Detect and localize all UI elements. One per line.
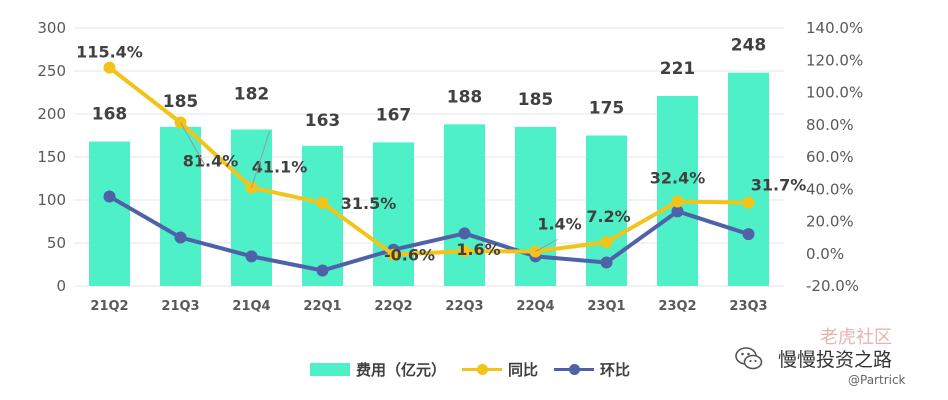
yoy-value-label: 81.4% bbox=[183, 151, 239, 170]
bar-value-label: 185 bbox=[518, 90, 554, 110]
data-point bbox=[742, 228, 755, 241]
yoy-value-label: 1.6% bbox=[456, 240, 500, 259]
data-point bbox=[458, 227, 471, 240]
data-point bbox=[103, 61, 116, 74]
bar-value-label: 221 bbox=[660, 59, 696, 79]
yoy-value-label: 41.1% bbox=[252, 157, 308, 176]
bar bbox=[302, 145, 343, 286]
bar-value-label: 175 bbox=[589, 99, 625, 119]
bar-value-label: 182 bbox=[234, 84, 270, 104]
y-left-tick-label: 250 bbox=[37, 62, 66, 80]
watermark-account-name: 慢慢投资之路 bbox=[778, 349, 893, 371]
series-line bbox=[108, 194, 750, 273]
y-right-tick-label: 80.0% bbox=[806, 116, 854, 134]
line-series bbox=[103, 61, 755, 277]
legend-label-cost: 费用（亿元） bbox=[356, 360, 447, 379]
leader-line bbox=[180, 122, 205, 165]
legend-item-yoy: 同比 bbox=[462, 359, 538, 380]
bar-value-label: 188 bbox=[447, 87, 483, 107]
y-left-tick-label: 200 bbox=[37, 105, 66, 123]
series-line bbox=[108, 66, 749, 257]
y-right-tick-label: 0.0% bbox=[806, 245, 844, 263]
y-right-tick-label: 140.0% bbox=[806, 19, 863, 37]
bar bbox=[657, 95, 698, 286]
y-right-tick-label: 120.0% bbox=[806, 51, 863, 69]
x-tick-label: 23Q1 bbox=[587, 299, 625, 314]
legend-label-qoq: 环比 bbox=[600, 360, 631, 379]
bar-value-label: 168 bbox=[92, 105, 128, 125]
data-point bbox=[245, 250, 258, 263]
yoy-value-label: 31.5% bbox=[341, 194, 397, 213]
yoy-value-label: 31.7% bbox=[751, 176, 807, 195]
bar bbox=[89, 141, 130, 286]
data-point bbox=[174, 231, 187, 244]
x-tick-label: 21Q3 bbox=[161, 299, 199, 314]
data-point bbox=[600, 256, 613, 269]
y-right-tick-label: 100.0% bbox=[806, 84, 863, 102]
data-point bbox=[103, 190, 116, 203]
x-tick-label: 22Q4 bbox=[516, 299, 554, 314]
yoy-value-label: 7.2% bbox=[586, 207, 630, 226]
legend-item-cost: 费用（亿元） bbox=[310, 359, 446, 380]
bar-value-label: 185 bbox=[163, 92, 199, 112]
y-right-tick-label: 60.0% bbox=[806, 148, 854, 166]
data-point bbox=[174, 116, 187, 129]
legend-swatch-qoq bbox=[554, 363, 595, 376]
bar-value-label: 163 bbox=[305, 111, 341, 131]
wechat-icon bbox=[735, 347, 763, 370]
leader-line bbox=[251, 131, 270, 188]
bar-value-label: 167 bbox=[376, 105, 412, 125]
data-labels: 168 185 182 163 167 188 185 175 221 248 115.4% 81.4… bbox=[76, 36, 806, 265]
data-point bbox=[671, 195, 684, 208]
data-point bbox=[458, 245, 471, 258]
bar bbox=[728, 72, 769, 286]
x-tick-label: 22Q1 bbox=[303, 299, 341, 314]
legend-label-yoy: 同比 bbox=[508, 360, 539, 379]
data-point bbox=[742, 196, 755, 209]
yoy-value-label: 115.4% bbox=[76, 43, 143, 62]
y-right-tick-label: -20.0% bbox=[806, 277, 859, 295]
legend-item-qoq: 环比 bbox=[554, 359, 630, 380]
yoy-value-label: -0.6% bbox=[384, 246, 435, 265]
legend: 费用（亿元） 同比 环比 bbox=[310, 358, 630, 380]
x-tick-label: 23Q3 bbox=[729, 299, 767, 314]
bar bbox=[444, 124, 485, 286]
data-point bbox=[671, 205, 684, 218]
y-left-tick-label: 300 bbox=[37, 19, 66, 37]
bar-value-label: 248 bbox=[731, 36, 767, 56]
data-point bbox=[387, 248, 400, 261]
y-left-tick-label: 50 bbox=[47, 234, 66, 252]
watermark-faint-text: 老虎社区 bbox=[820, 327, 892, 348]
watermark-handle: @Partrick bbox=[848, 373, 906, 387]
y-right-tick-label: 20.0% bbox=[806, 213, 854, 231]
x-tick-label: 21Q4 bbox=[232, 299, 270, 314]
x-tick-label: 22Q2 bbox=[374, 299, 412, 314]
y-left-tick-label: 0 bbox=[56, 277, 66, 295]
legend-swatch-cost bbox=[310, 362, 350, 376]
x-tick-label: 22Q3 bbox=[445, 299, 483, 314]
leader-line bbox=[535, 239, 558, 252]
yoy-value-label: 1.4% bbox=[537, 214, 581, 233]
y-left-tick-label: 100 bbox=[37, 191, 66, 209]
x-tick-label: 23Q2 bbox=[658, 299, 696, 314]
legend-swatch-yoy bbox=[462, 363, 503, 376]
y-left-tick-label: 150 bbox=[37, 148, 66, 166]
bar bbox=[160, 126, 201, 287]
data-point bbox=[600, 236, 613, 249]
data-point bbox=[316, 196, 329, 209]
y-right-tick-label: 40.0% bbox=[806, 180, 854, 198]
yoy-value-label: 32.4% bbox=[650, 169, 706, 188]
data-point bbox=[316, 264, 329, 277]
x-tick-label: 21Q2 bbox=[90, 299, 128, 314]
bar bbox=[373, 142, 414, 286]
axis-ticks: 0 50 100 150 200 250 300 -20.0% 0.0% 20.0% 40.0% 60… bbox=[37, 19, 863, 314]
